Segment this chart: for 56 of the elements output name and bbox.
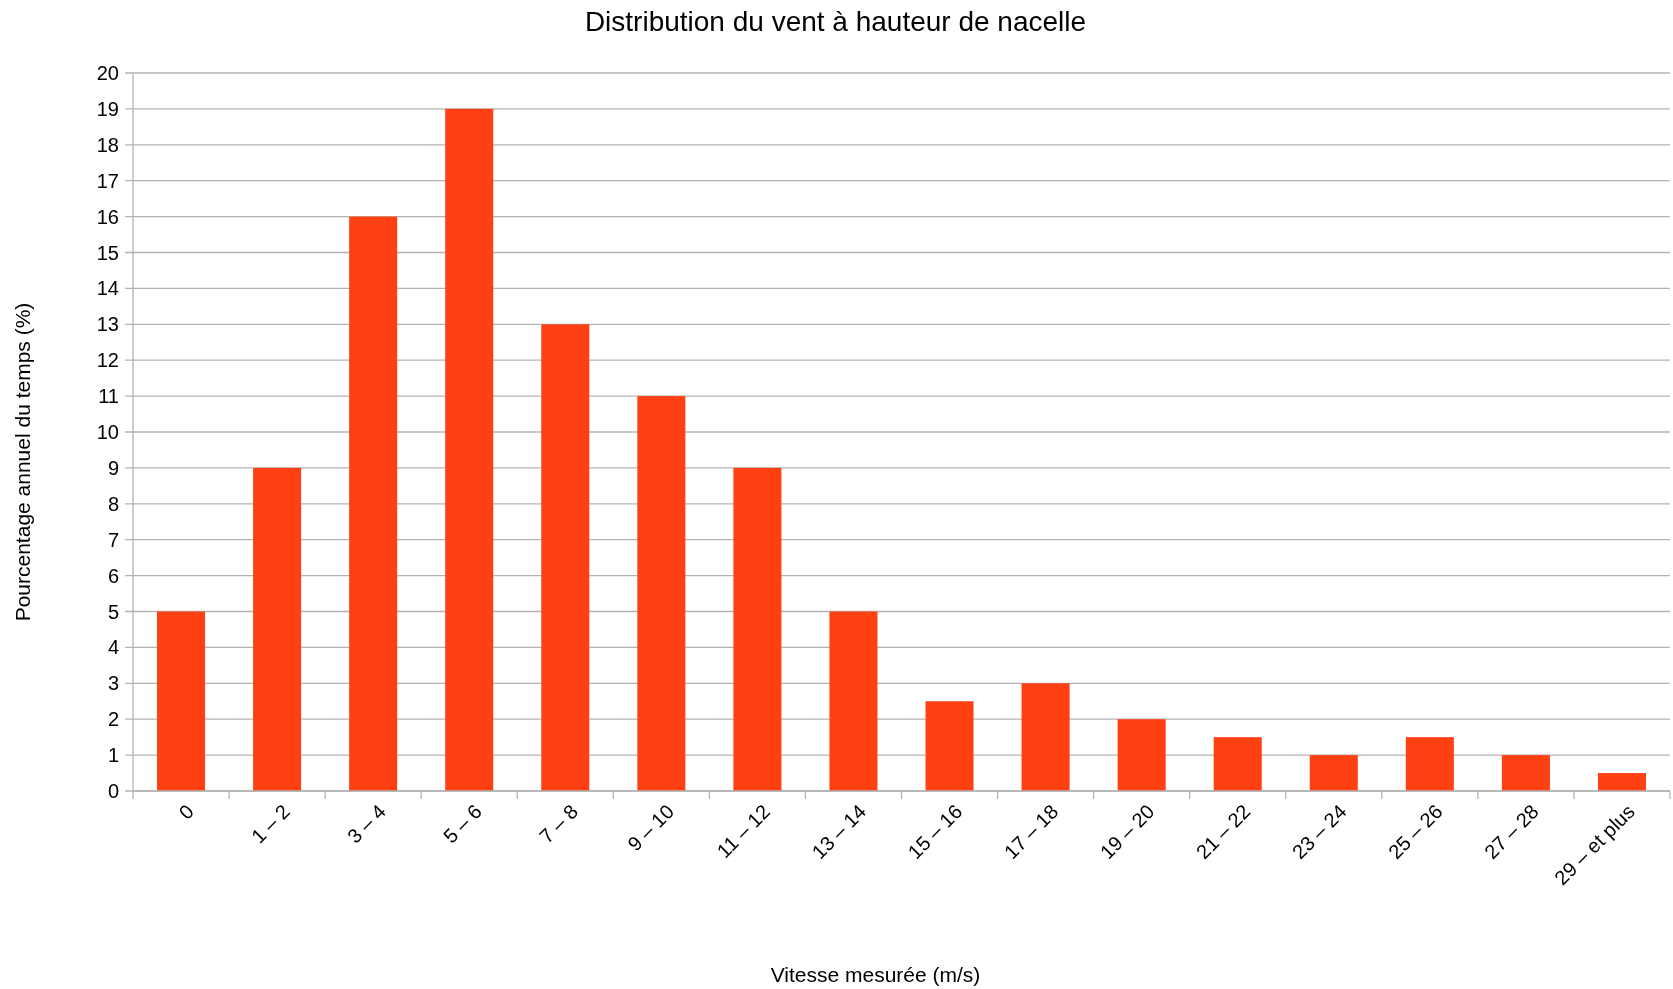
- y-tick-label: 17: [96, 169, 119, 192]
- bar: [1117, 719, 1166, 791]
- bar: [1597, 773, 1646, 791]
- y-tick-label: 10: [96, 421, 119, 443]
- x-tick-label: 21 – 22: [1191, 800, 1255, 864]
- x-tick-label: 11 – 12: [712, 800, 775, 862]
- bar: [541, 324, 590, 791]
- x-tick-label: 9 – 10: [623, 800, 679, 856]
- x-tick-label: 7 – 8: [535, 800, 583, 848]
- x-tick-label: 23 – 24: [1287, 800, 1351, 864]
- y-tick-label: 19: [96, 97, 119, 120]
- y-tick-label: 7: [107, 528, 119, 551]
- y-axis-title: Pourcentage annuel du temps (%): [11, 302, 34, 622]
- bar: [925, 701, 974, 791]
- x-tick-label: 27 – 28: [1479, 800, 1543, 864]
- bar: [1021, 683, 1070, 791]
- x-tick-label: 25 – 26: [1383, 800, 1447, 864]
- y-tick-label: 4: [107, 636, 119, 659]
- bar: [1405, 737, 1454, 791]
- y-tick-label: 3: [107, 672, 119, 695]
- x-tick-label: 0: [174, 800, 198, 824]
- y-tick-label: 20: [96, 62, 119, 84]
- y-tick-label: 13: [96, 313, 119, 336]
- bar: [253, 467, 302, 791]
- y-tick-label: 0: [107, 780, 119, 802]
- y-tick-label: 18: [96, 133, 119, 156]
- bar: [445, 108, 494, 791]
- bar: [733, 467, 782, 791]
- y-tick-label: 8: [107, 492, 119, 515]
- y-tick-label: 11: [98, 385, 119, 408]
- x-tick-label: 1 – 2: [246, 800, 294, 848]
- y-tick-label: 2: [107, 708, 119, 731]
- bar: [1309, 755, 1358, 791]
- bar: [157, 611, 206, 791]
- bar: [829, 611, 878, 791]
- y-tick-label: 15: [96, 241, 119, 264]
- x-axis-title: Vitesse mesurée (m/s): [770, 963, 981, 986]
- x-tick-label: 15 – 16: [903, 800, 967, 864]
- bar: [1501, 755, 1550, 791]
- y-tick-label: 1: [107, 744, 119, 767]
- chart-title: Distribution du vent à hauteur de nacelle: [584, 6, 1087, 37]
- x-tick-label: 17 – 18: [999, 800, 1063, 864]
- y-tick-label: 16: [96, 205, 119, 228]
- bar: [349, 216, 398, 791]
- x-tick-label: 29 – et plus: [1550, 800, 1639, 889]
- y-tick-label: 5: [107, 600, 119, 623]
- bar: [637, 396, 686, 791]
- y-tick-label: 6: [107, 564, 119, 587]
- x-tick-label: 5 – 6: [439, 800, 487, 848]
- x-tick-label: 3 – 4: [342, 800, 390, 848]
- y-tick-label: 9: [107, 456, 119, 479]
- x-tick-label: 13 – 14: [807, 800, 871, 864]
- y-tick-label: 12: [96, 349, 119, 372]
- y-tick-label: 14: [96, 277, 119, 300]
- x-tick-label: 19 – 20: [1095, 800, 1159, 864]
- bar: [1213, 737, 1262, 791]
